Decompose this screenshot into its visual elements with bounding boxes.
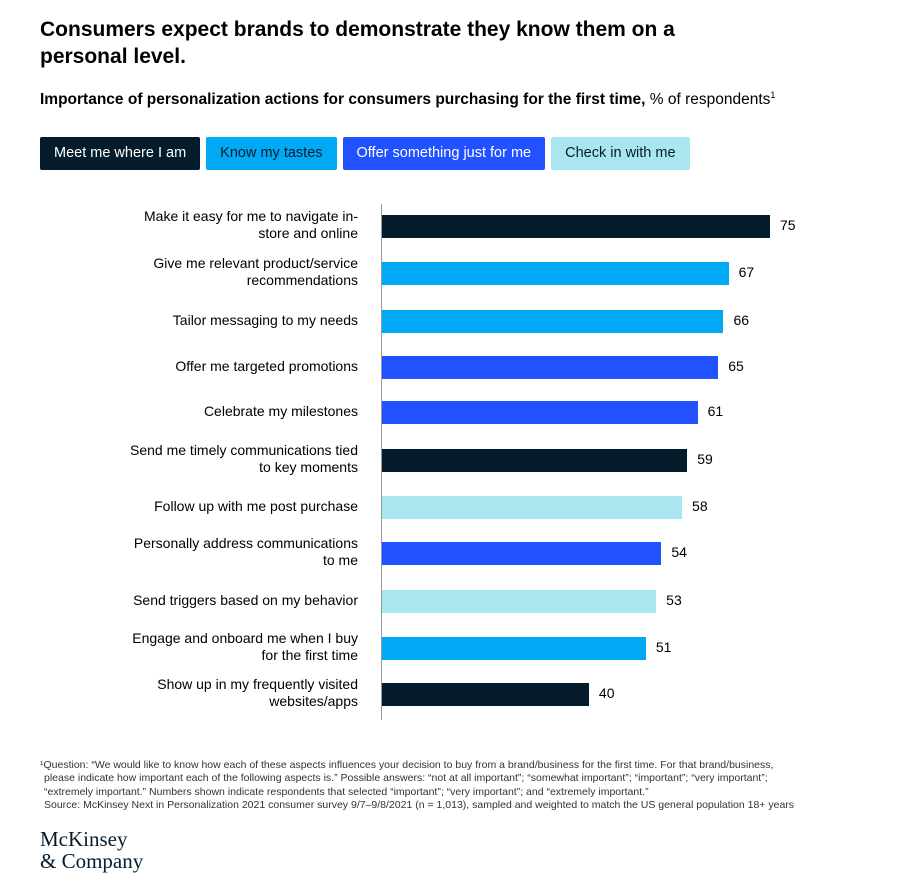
mckinsey-logo: McKinsey & Company [40,828,143,872]
bar [382,261,729,285]
data-label: 67 [738,264,755,280]
category-label: Tailor messaging to my needs [172,311,358,328]
category-label: Engage and onboard me when I buy for the… [132,630,358,663]
data-label: 61 [707,403,724,419]
category-label: Show up in my frequently visited website… [157,676,358,709]
source-line: Source: McKinsey Next in Personalization… [44,798,795,811]
legend-item[interactable]: Check in with me [551,137,690,170]
bar [382,589,657,613]
bar [382,682,589,706]
category-label: Personally address communications to me [133,535,358,568]
data-label: 54 [671,544,687,560]
subtitle-footnote-mark: 1 [770,90,776,100]
data-label: 66 [733,312,750,328]
category-label: Follow up with me post purchase [154,497,358,514]
legend-item[interactable]: Offer something just for me [342,137,546,170]
bar [382,355,719,379]
data-label: 58 [692,498,708,514]
category-label: Send triggers based on my behavior [133,591,358,608]
bar [382,214,770,238]
data-label: 59 [697,451,713,467]
footnote-line: ¹Question: “We would like to know how ea… [40,759,774,771]
footnote: ¹Question: “We would like to know how ea… [40,759,900,812]
subtitle-unit: % of respondents [645,91,771,109]
chart-subtitle: Importance of personalization actions fo… [40,90,775,109]
data-label: 75 [780,217,796,233]
footnote-line: please indicate how important each of th… [44,772,768,785]
bar [382,636,646,660]
legend-item[interactable]: Meet me where I am [40,137,201,170]
data-label: 53 [666,592,682,608]
data-label: 65 [728,358,744,374]
bar [382,400,698,424]
footnote-line: “extremely important.” Numbers shown ind… [44,785,649,798]
bar [382,495,683,519]
category-label: Give me relevant product/service recomme… [153,255,358,288]
category-label: Offer me targeted promotions [175,357,358,374]
legend: Meet me where I am Know my tastes Offer so… [40,137,690,170]
subtitle-main: Importance of personalization actions fo… [40,91,646,109]
bar [382,448,688,472]
data-label: 51 [655,639,672,655]
category-label: Celebrate my milestones [203,402,358,419]
bar [382,541,662,565]
bar [382,309,724,333]
logo-line: & Company [40,849,144,873]
category-label: Make it easy for me to navigate in-store… [144,208,358,241]
legend-item[interactable]: Know my tastes [206,137,337,170]
data-label: 40 [598,685,615,701]
y-axis-line [381,204,382,720]
category-label: Send me timely communications tied to ke… [130,442,358,475]
chart-title: Consumers expect brands to demonstrate t… [40,18,675,68]
logo-line: McKinsey [40,827,128,851]
